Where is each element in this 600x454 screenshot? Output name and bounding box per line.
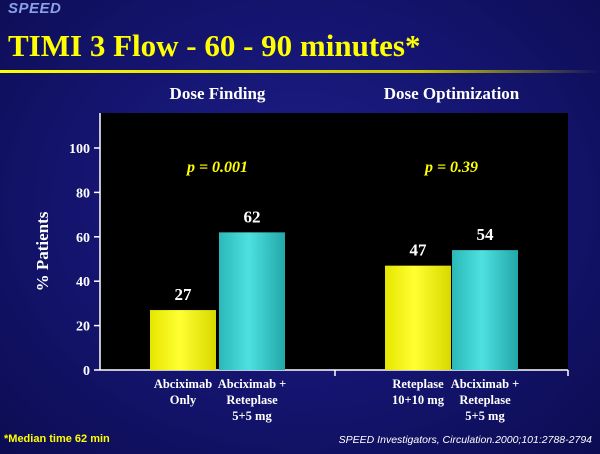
title-underline [0,70,600,73]
y-tick-label: 20 [76,320,90,335]
group-header: Dose Finding [170,84,266,103]
y-tick-label: 0 [83,364,90,379]
category-label: Abciximab [154,377,212,391]
data-label: 27 [175,285,193,304]
data-label: 62 [244,207,261,226]
p-value-label: p = 0.39 [423,159,478,176]
bar [452,250,518,370]
category-label: 5+5 mg [465,409,505,423]
y-tick-label: 100 [69,142,90,157]
slide-title: TIMI 3 Flow - 60 - 90 minutes* [8,28,421,63]
data-label: 54 [477,225,495,244]
bar [219,232,285,370]
category-label: Abciximab + [218,377,287,391]
data-label: 47 [410,241,428,260]
brand-label: SPEED [8,0,62,17]
category-label: 5+5 mg [232,409,272,423]
category-label: Reteplase [392,377,444,391]
category-label: Reteplase [459,393,511,407]
y-tick-label: 80 [76,186,90,201]
category-label: Only [170,393,197,407]
bar [385,265,451,370]
footnote: *Median time 62 min [4,433,110,445]
bar [150,310,216,370]
category-label: Abciximab + [451,377,520,391]
group-header: Dose Optimization [384,84,520,103]
category-label: 10+10 mg [392,393,445,407]
y-tick-label: 60 [76,231,90,246]
p-value-label: p = 0.001 [185,159,248,176]
y-axis-label: % Patients [33,211,52,291]
citation: SPEED Investigators, Circulation.2000;10… [338,434,592,446]
y-tick-label: 40 [76,275,90,290]
category-label: Reteplase [226,393,278,407]
